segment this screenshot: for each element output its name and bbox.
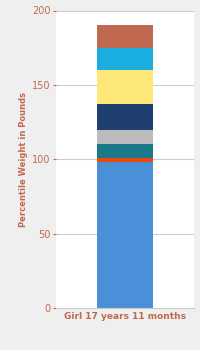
Bar <box>97 158 153 162</box>
Bar <box>97 144 153 158</box>
Bar <box>97 70 153 104</box>
Bar <box>97 26 153 48</box>
Bar <box>97 48 153 70</box>
Bar <box>97 162 153 308</box>
Y-axis label: Percentile Weight in Pounds: Percentile Weight in Pounds <box>19 92 28 227</box>
Bar <box>97 130 153 144</box>
Bar <box>97 104 153 130</box>
